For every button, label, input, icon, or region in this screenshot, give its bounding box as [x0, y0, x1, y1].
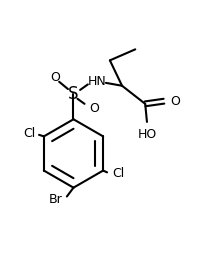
- Text: Cl: Cl: [23, 127, 35, 140]
- Text: HN: HN: [87, 75, 106, 88]
- Text: Br: Br: [49, 193, 63, 206]
- Text: O: O: [50, 71, 60, 84]
- Text: HO: HO: [137, 128, 157, 141]
- Text: S: S: [68, 85, 79, 103]
- Text: Cl: Cl: [112, 167, 124, 180]
- Text: O: O: [170, 95, 180, 108]
- Text: O: O: [90, 102, 99, 115]
